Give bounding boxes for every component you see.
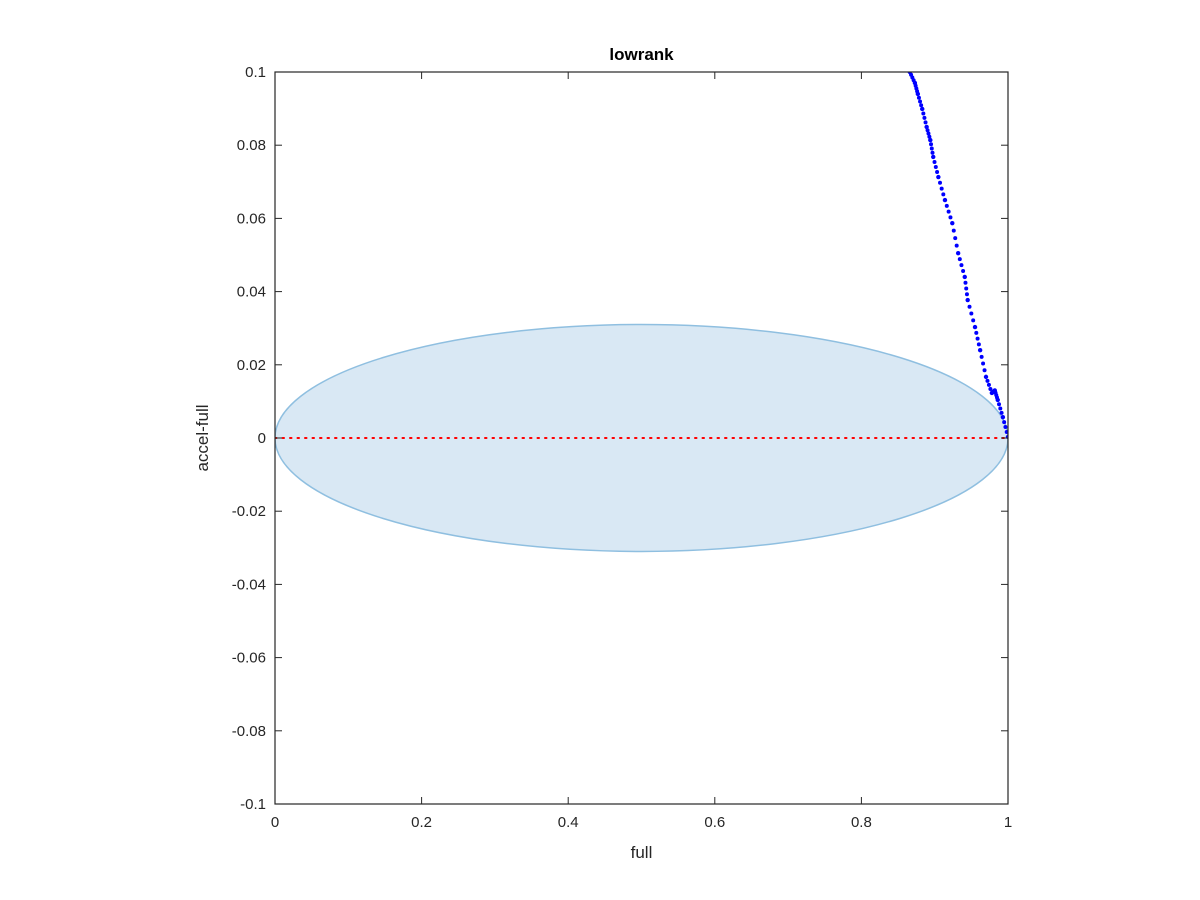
data-point-trail [932,159,937,164]
y-tick-label: 0.1 [245,64,266,81]
data-point-trail [918,99,923,104]
data-point-trail [944,203,949,208]
y-tick-label: -0.06 [232,650,266,667]
data-point-trail [916,95,921,100]
data-point [936,174,941,180]
data-point [983,374,989,380]
data-point [928,137,933,143]
data-point [950,220,955,226]
data-point-trail [998,406,1003,411]
data-point-trail [999,410,1004,415]
x-tick-label: 1 [1004,814,1012,831]
data-point-trail [938,180,943,185]
data-point [924,124,929,130]
y-axis-label: accel-full [193,404,212,471]
data-point-trail [1004,429,1008,434]
data-point-trail [951,228,956,233]
y-tick-label: -0.04 [232,576,266,593]
data-point [962,274,967,280]
data-point-trail [926,131,931,136]
data-point-trail [941,192,946,197]
data-point [955,250,961,256]
data-point-trail [976,342,981,347]
chart-title: lowrank [609,45,674,64]
y-tick-label: 0 [258,430,266,447]
data-point-trail [997,402,1002,407]
y-tick-label: 0.06 [237,210,266,227]
data-point-trail [930,150,935,155]
data-point [972,324,978,330]
data-point-trail [925,128,930,133]
data-point-trail [954,243,959,248]
x-tick-label: 0.2 [411,814,432,831]
data-point-trail [961,269,966,274]
data-point-trail [971,318,976,323]
data-point-trail [929,146,934,151]
data-point-trail [939,186,944,191]
data-point-trail [935,170,940,175]
data-point-trail [948,215,953,220]
data-point-trail [985,378,990,383]
data-point-trail [964,286,969,291]
data-point-trail [921,111,926,116]
data-point-trail [986,382,991,387]
data-point [920,106,925,112]
x-tick-label: 0.8 [851,814,872,831]
data-point-trail [923,120,928,125]
y-tick-label: -0.08 [232,723,266,740]
data-point-trail [981,361,986,366]
ticks: 0 0.2 0.4 0.6 0.8 1 -0.1 -0.08 -0.06 -0.04 -0.02 0 0… [232,64,1012,831]
data-point [931,154,936,160]
data-point-trail [929,142,934,147]
data-point-trail [974,330,979,335]
data-point [965,297,970,303]
x-tick-label: 0.6 [704,814,725,831]
data-point-trail [964,292,969,297]
data-point-trail [982,368,987,373]
y-tick-label: 0.08 [237,137,266,154]
data-point-trail [988,386,993,391]
data-point [942,197,948,203]
data-point-trail [953,236,958,241]
x-tick-label: 0 [271,814,279,831]
y-tick-label: 0.02 [237,357,266,374]
y-tick-label: -0.1 [240,796,266,813]
data-point-trail [969,311,974,316]
data-point-trail [1003,425,1008,430]
data-point-trail [927,134,932,139]
data-point [915,91,921,97]
data-point-trail [979,354,984,359]
x-axis-label: full [631,843,653,862]
x-tick-label: 0.4 [558,814,579,831]
data-point-trail [933,164,938,169]
data-point [977,347,983,353]
y-tick-label: 0.04 [237,284,266,301]
data-point-trail [922,115,927,120]
data-point [1000,414,1006,420]
data-point-trail [946,209,951,214]
data-point-trail [967,304,972,309]
data-point-trail [1002,420,1007,425]
y-tick-label: -0.02 [232,503,266,520]
data-point-trail [919,103,924,108]
data-point-trail [975,336,980,341]
data-point-trail [957,257,962,262]
data-point-trail [959,263,964,268]
data-point-trail [963,280,968,285]
plot-area [275,72,1008,553]
data-point [995,397,1000,403]
